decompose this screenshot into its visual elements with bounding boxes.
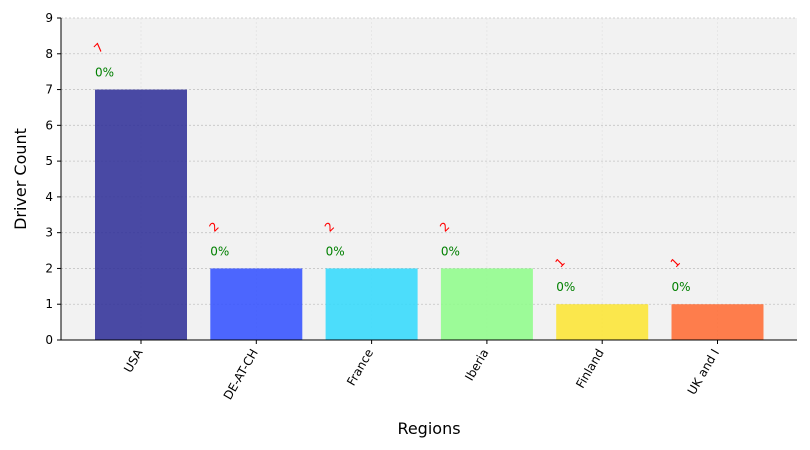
y-tick-label: 7 xyxy=(45,83,53,97)
y-tick-label: 9 xyxy=(45,11,53,25)
bar-percent-label: 0% xyxy=(556,280,575,294)
x-axis-title: Regions xyxy=(397,419,460,438)
y-tick-label: 2 xyxy=(45,261,53,275)
y-tick-label: 3 xyxy=(45,226,53,240)
bar xyxy=(210,268,303,340)
x-tick-label: Iberia xyxy=(462,347,491,384)
bar xyxy=(556,304,649,340)
bar-percent-label: 0% xyxy=(441,244,460,258)
y-tick-label: 8 xyxy=(45,47,53,61)
bar xyxy=(671,304,764,340)
bar-percent-label: 0% xyxy=(326,244,345,258)
bar xyxy=(95,89,187,340)
bars xyxy=(95,89,764,340)
x-tick-label: Finland xyxy=(573,347,607,391)
bar-percent-label: 0% xyxy=(210,244,229,258)
bar xyxy=(440,268,533,340)
x-tick-label: France xyxy=(344,347,376,389)
y-tick-label: 5 xyxy=(45,154,53,168)
x-tick-label: DE-AT-CH xyxy=(221,347,261,403)
x-tick-label: UK and I xyxy=(685,347,722,398)
bar xyxy=(325,268,418,340)
y-axis-title: Driver Count xyxy=(11,128,30,230)
y-tick-label: 1 xyxy=(45,297,53,311)
y-tick-label: 6 xyxy=(45,118,53,132)
y-tick-label: 0 xyxy=(45,333,53,347)
x-tick-label: USA xyxy=(121,346,146,375)
bar-percent-label: 0% xyxy=(672,280,691,294)
y-tick-label: 4 xyxy=(45,190,53,204)
grid xyxy=(61,17,797,340)
bar-percent-label: 0% xyxy=(95,66,114,80)
